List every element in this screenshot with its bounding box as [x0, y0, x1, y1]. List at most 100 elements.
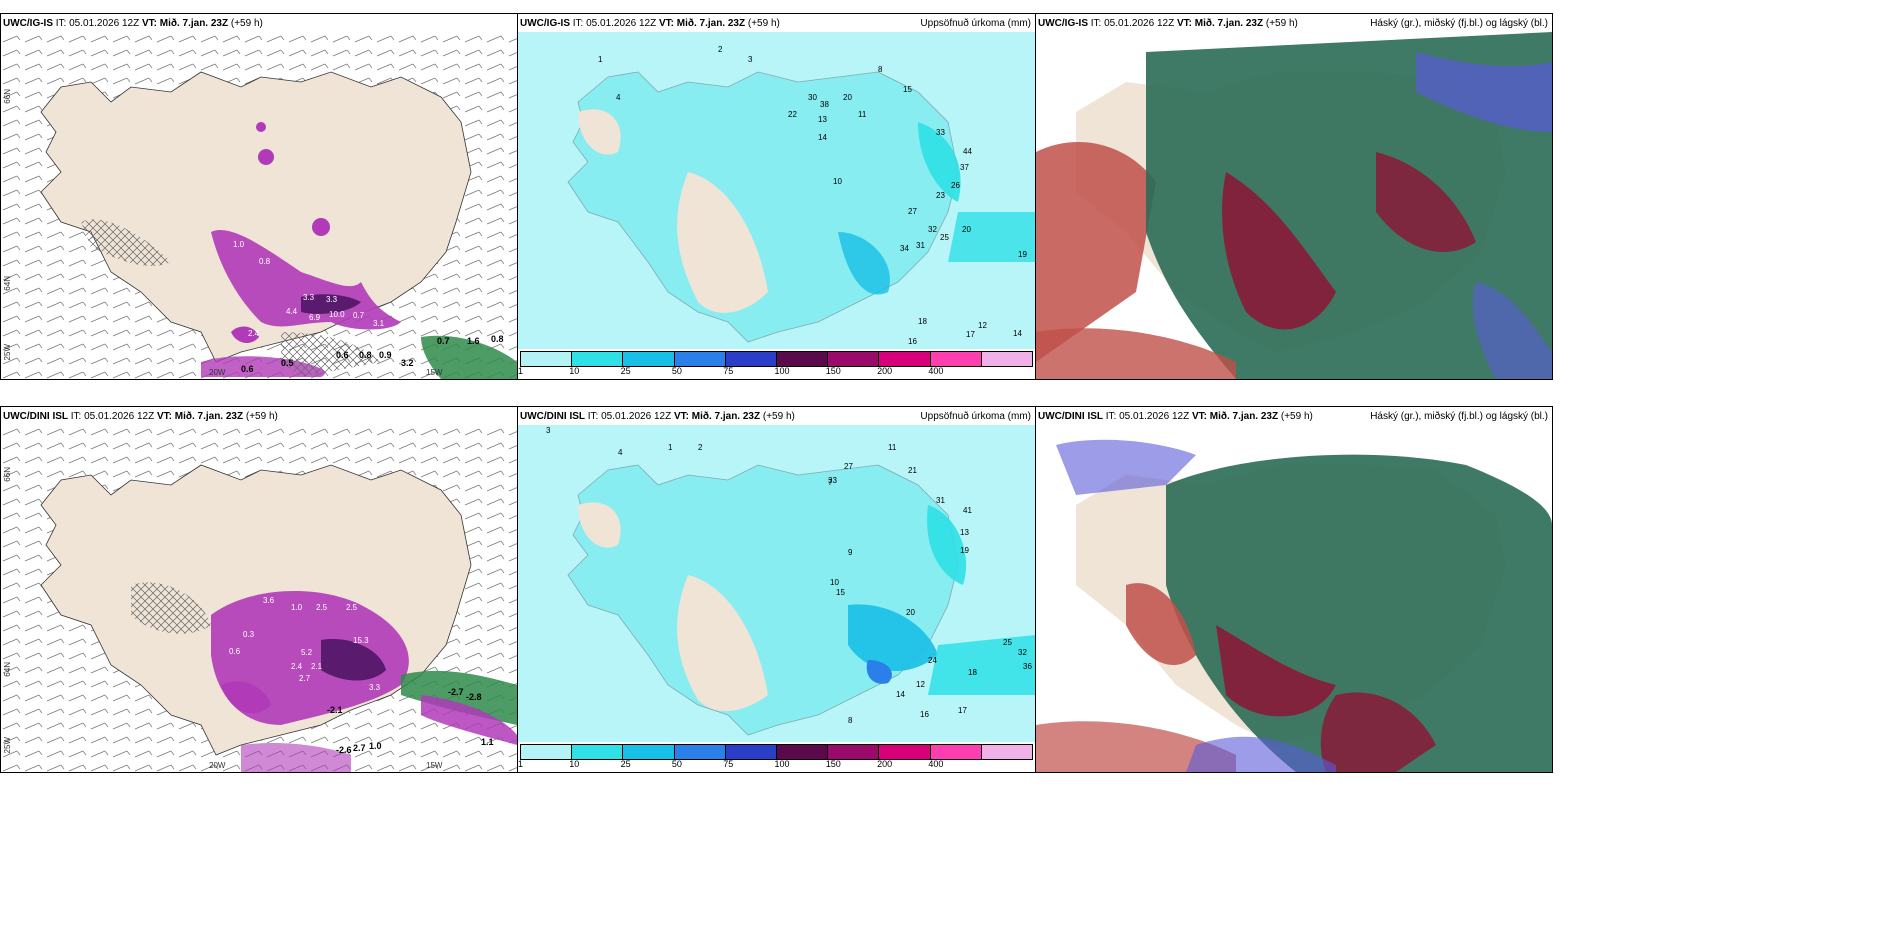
value-label: -2.6 — [336, 745, 352, 755]
legend-swatch — [572, 745, 624, 759]
panel-title: UWC/IG-IS IT: 05.01.2026 12Z VT: Mið. 7.… — [520, 16, 1033, 32]
legend-ticks: 1 10 25 50 75 100 150 200 400 — [518, 366, 1033, 378]
panel-subtitle: Uppsöfnuð úrkoma (mm) — [920, 411, 1031, 422]
legend-swatch — [521, 745, 573, 759]
panel-subtitle: Uppsöfnuð úrkoma (mm) — [920, 18, 1031, 29]
panel-title: UWC/IG-IS IT: 05.01.2026 12Z VT: Mið. 7.… — [3, 16, 515, 32]
value-label: 0.6 — [241, 364, 254, 374]
legend-tick: 25 — [620, 366, 631, 376]
value-label: 2.1 — [389, 703, 401, 712]
legend-tick: 75 — [723, 366, 734, 376]
panel-title: UWC/DINI ISL IT: 05.01.2026 12Z VT: Mið.… — [3, 409, 515, 425]
lon-label: 20W — [209, 368, 226, 377]
panel-title: UWC/DINI ISL IT: 05.01.2026 12Z VT: Mið.… — [1038, 409, 1550, 425]
legend-swatch — [981, 745, 1033, 759]
precip-legend: 1 10 25 50 75 100 150 200 400 — [518, 742, 1035, 772]
legend-swatch — [521, 352, 573, 366]
value-label: 1.6 — [467, 336, 480, 346]
value-label: 3.2 — [401, 358, 414, 368]
panel-title: UWC/DINI ISL IT: 05.01.2026 12Z VT: Mið.… — [520, 409, 1033, 425]
legend-swatch — [981, 352, 1033, 366]
panel-subtitle: Háský (gr.), miðský (fj.bl.) og lágský (… — [1370, 18, 1548, 29]
value-label: 6.9 — [309, 313, 321, 322]
legend-tick: 100 — [774, 759, 790, 769]
cloud-panel-row1: UWC/IG-IS IT: 05.01.2026 12Z VT: Mið. 7.… — [1035, 13, 1553, 380]
value-label: 3.1 — [373, 319, 385, 328]
value-label: 0.8 — [359, 350, 372, 360]
value-label: 2.7 — [299, 674, 311, 683]
legend-tick: 1 — [518, 366, 524, 376]
legend-swatch — [930, 352, 982, 366]
value-label: 15.3 — [353, 636, 369, 645]
value-label: -2.7 — [448, 687, 464, 697]
legend-swatch — [674, 745, 726, 759]
value-label: 3.3 — [303, 293, 315, 302]
cloud-panel-row2: UWC/DINI ISL IT: 05.01.2026 12Z VT: Mið.… — [1035, 406, 1553, 773]
legend-swatch — [725, 745, 778, 759]
value-label: -2.1 — [327, 705, 343, 715]
legend-swatch — [623, 352, 675, 366]
value-label: 0.7 — [353, 311, 365, 320]
legend-swatch — [879, 352, 931, 366]
value-label: 3.3 — [326, 295, 338, 304]
value-label: 2.4 — [291, 662, 303, 671]
value-label: 0.6 — [229, 647, 241, 656]
value-label: 0.9 — [379, 350, 392, 360]
legend-ticks: 1 10 25 50 75 100 150 200 400 — [518, 759, 1033, 771]
value-label: 5.2 — [301, 648, 313, 657]
value-label: 2.5 — [346, 603, 358, 612]
value-label: 0.6 — [336, 350, 349, 360]
value-label: 0.8 — [491, 334, 504, 344]
value-label: 2.7 — [353, 743, 366, 753]
contour-values: 3.6 1.0 2.5 2.5 0.3 0.6 5.2 2.1 15.3 2.4… — [229, 596, 401, 725]
lat-label: 25W — [3, 344, 12, 361]
legend-tick: 100 — [774, 366, 790, 376]
value-label: 2.1 — [311, 662, 323, 671]
precip-map — [518, 425, 1035, 743]
legend-tick: 150 — [825, 759, 841, 769]
legend-tick: 400 — [928, 366, 944, 376]
legend-tick: 200 — [877, 366, 893, 376]
value-label: 4.4 — [286, 307, 298, 316]
lat-label: 64N — [3, 662, 12, 677]
value-label: 10.0 — [329, 310, 345, 319]
legend-swatch — [572, 352, 624, 366]
legend-tick: 10 — [569, 759, 580, 769]
legend-tick: 200 — [877, 759, 893, 769]
value-label: 0.5 — [376, 716, 388, 725]
lon-label: 20W — [209, 761, 226, 770]
value-label: 0.7 — [437, 336, 450, 346]
value-label: 3.3 — [369, 683, 381, 692]
precip-panel-row2: UWC/DINI ISL IT: 05.01.2026 12Z VT: Mið.… — [517, 406, 1036, 773]
wind-map: 3.6 1.0 2.5 2.5 0.3 0.6 5.2 2.1 15.3 2.4… — [1, 425, 517, 772]
legend-swatch — [828, 745, 880, 759]
value-label: 1.0 — [369, 741, 382, 751]
lon-label: 15W — [426, 368, 443, 377]
value-label: 0.5 — [281, 358, 294, 368]
legend-tick: 400 — [928, 759, 944, 769]
sea-values: 0.6 0.5 0.7 1.6 0.8 0.6 0.8 0.9 3.2 — [241, 334, 504, 374]
lat-label: 25W — [3, 737, 12, 754]
value-label: 0.8 — [259, 257, 271, 266]
legend-tick: 50 — [671, 366, 682, 376]
precip-map — [518, 32, 1035, 350]
cloud-map — [1036, 425, 1552, 772]
legend-swatch — [623, 745, 675, 759]
legend-tick: 150 — [825, 366, 841, 376]
value-label: 1.1 — [481, 737, 494, 747]
legend-tick: 50 — [671, 759, 682, 769]
legend-colorbar — [520, 744, 1033, 760]
value-label: 0.3 — [243, 630, 255, 639]
wind-precip-panel-row1: UWC/IG-IS IT: 05.01.2026 12Z VT: Mið. 7.… — [0, 13, 518, 380]
panel-title: UWC/IG-IS IT: 05.01.2026 12Z VT: Mið. 7.… — [1038, 16, 1550, 32]
panel-subtitle: Háský (gr.), miðský (fj.bl.) og lágský (… — [1370, 411, 1548, 422]
legend-swatch — [828, 352, 880, 366]
legend-swatch — [674, 352, 726, 366]
legend-colorbar — [520, 351, 1033, 367]
precip-panel-row1: UWC/IG-IS IT: 05.01.2026 12Z VT: Mið. 7.… — [517, 13, 1036, 380]
contour-values: 1.0 0.8 3.3 3.3 4.4 6.9 10.0 0.7 3.1 2.4 — [233, 240, 385, 338]
legend-tick: 75 — [723, 759, 734, 769]
legend-swatch — [930, 745, 982, 759]
value-label: 1.0 — [233, 240, 245, 249]
value-label: 1.0 — [291, 603, 303, 612]
